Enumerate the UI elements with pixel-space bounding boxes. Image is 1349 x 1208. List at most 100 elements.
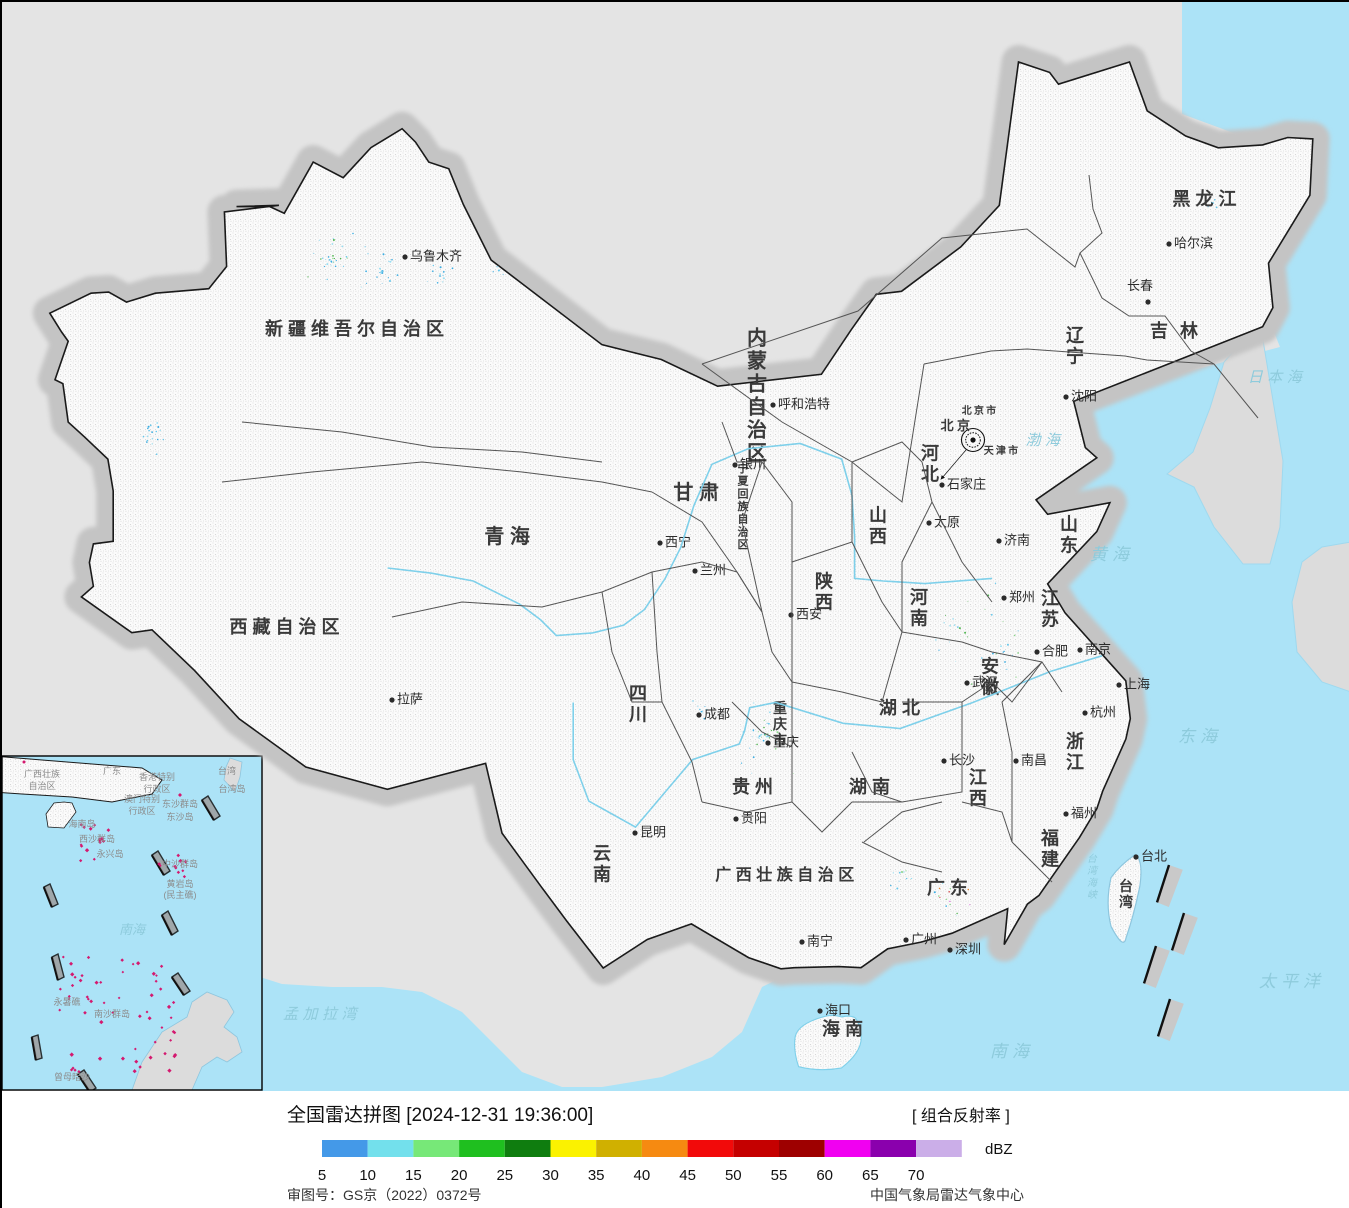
svg-text:海南: 海南: [822, 1018, 868, 1039]
svg-text:沈阳: 沈阳: [1071, 389, 1097, 404]
svg-text:70: 70: [908, 1167, 925, 1184]
svg-text:西沙群岛: 西沙群岛: [79, 833, 115, 844]
svg-text:山东: 山东: [1060, 515, 1078, 556]
svg-text:北京市: 北京市: [962, 404, 999, 417]
svg-text:吉林: 吉林: [1150, 320, 1210, 341]
svg-text:南京: 南京: [1085, 642, 1111, 657]
svg-text:福州: 福州: [1071, 806, 1097, 821]
svg-text:黄海: 黄海: [1090, 545, 1134, 564]
svg-text:湖北: 湖北: [879, 698, 925, 718]
svg-text:[ 组合反射率 ]: [ 组合反射率 ]: [912, 1107, 1010, 1125]
svg-text:乌鲁木齐: 乌鲁木齐: [410, 249, 462, 264]
svg-text:山西: 山西: [869, 506, 887, 547]
svg-text:台北: 台北: [1141, 849, 1167, 864]
svg-text:西安: 西安: [796, 607, 822, 622]
svg-text:福建: 福建: [1040, 828, 1059, 870]
svg-text:5: 5: [318, 1167, 326, 1184]
svg-text:济南: 济南: [1004, 533, 1030, 548]
svg-text:杭州: 杭州: [1090, 705, 1116, 720]
svg-text:上海: 上海: [1124, 677, 1150, 692]
svg-text:15: 15: [405, 1167, 422, 1184]
svg-text:广西壮族: 广西壮族: [24, 768, 60, 779]
svg-text:江苏: 江苏: [1041, 589, 1059, 630]
svg-text:长春: 长春: [1127, 278, 1153, 293]
svg-text:黄岩岛: 黄岩岛: [166, 878, 193, 889]
svg-text:台湾岛: 台湾岛: [218, 783, 245, 794]
svg-text:35: 35: [588, 1167, 605, 1184]
svg-text:拉萨: 拉萨: [397, 692, 423, 707]
svg-text:广东: 广东: [103, 765, 121, 776]
svg-text:东海: 东海: [1178, 727, 1222, 746]
svg-text:60: 60: [816, 1167, 833, 1184]
svg-text:东沙群岛: 东沙群岛: [162, 798, 198, 809]
svg-text:西宁: 西宁: [665, 535, 691, 550]
svg-text:台湾: 台湾: [218, 765, 236, 776]
svg-text:广州: 广州: [911, 932, 937, 947]
svg-text:昆明: 昆明: [640, 825, 666, 840]
svg-text:南宁: 南宁: [807, 934, 833, 949]
svg-text:20: 20: [451, 1167, 468, 1184]
svg-text:自治区: 自治区: [28, 780, 55, 791]
svg-text:合肥: 合肥: [1042, 644, 1068, 659]
svg-text:西藏自治区: 西藏自治区: [230, 616, 345, 637]
svg-text:55: 55: [771, 1167, 788, 1184]
svg-text:65: 65: [862, 1167, 879, 1184]
svg-text:南沙群岛: 南沙群岛: [94, 1008, 130, 1019]
svg-text:成都: 成都: [704, 707, 730, 722]
svg-text:江西: 江西: [969, 768, 987, 809]
svg-text:河南: 河南: [910, 588, 928, 629]
svg-text:40: 40: [634, 1167, 651, 1184]
svg-text:行政区: 行政区: [143, 783, 170, 794]
svg-text:黑龙江: 黑龙江: [1173, 188, 1242, 209]
svg-text:45: 45: [679, 1167, 696, 1184]
svg-text:银川: 银川: [740, 457, 766, 472]
svg-text:重庆: 重庆: [773, 735, 799, 750]
svg-text:广西壮族自治区: 广西壮族自治区: [715, 865, 859, 884]
svg-text:广东: 广东: [927, 877, 973, 898]
svg-text:新疆维吾尔自治区: 新疆维吾尔自治区: [265, 318, 449, 339]
svg-text:海南岛: 海南岛: [68, 818, 95, 829]
svg-text:50: 50: [725, 1167, 742, 1184]
svg-text:南海: 南海: [119, 922, 147, 937]
svg-text:审图号：GS京（2022）0372号: 审图号：GS京（2022）0372号: [287, 1187, 482, 1203]
svg-text:永暑礁: 永暑礁: [53, 996, 80, 1007]
svg-text:中沙群岛: 中沙群岛: [162, 858, 198, 869]
svg-text:湖南: 湖南: [849, 776, 895, 797]
svg-text:海口: 海口: [825, 1003, 851, 1018]
svg-text:浙江: 浙江: [1066, 731, 1084, 773]
svg-text:行政区: 行政区: [128, 805, 155, 816]
svg-text:30: 30: [542, 1167, 559, 1184]
svg-text:dBZ: dBZ: [985, 1141, 1013, 1158]
svg-text:辽宁: 辽宁: [1066, 326, 1085, 367]
svg-text:25: 25: [496, 1167, 513, 1184]
svg-text:石家庄: 石家庄: [947, 477, 986, 492]
svg-text:全国雷达拼图 [2024-12-31 19:36:00]: 全国雷达拼图 [2024-12-31 19:36:00]: [287, 1104, 593, 1126]
svg-text:中国气象局雷达气象中心: 中国气象局雷达气象中心: [870, 1187, 1024, 1203]
svg-text:河北: 河北: [921, 444, 939, 485]
svg-text:深圳: 深圳: [955, 942, 981, 957]
svg-text:孟加拉湾: 孟加拉湾: [283, 1006, 361, 1023]
svg-text:永兴岛: 永兴岛: [96, 848, 123, 859]
svg-text:南昌: 南昌: [1021, 753, 1047, 768]
svg-text:日本海: 日本海: [1248, 369, 1307, 386]
svg-text:青海: 青海: [484, 524, 535, 548]
svg-text:四川: 四川: [628, 684, 647, 725]
svg-text:10: 10: [359, 1167, 376, 1184]
svg-text:贵阳: 贵阳: [741, 811, 767, 826]
svg-text:太原: 太原: [934, 515, 960, 530]
svg-text:太平洋: 太平洋: [1259, 972, 1325, 991]
svg-text:天津市: 天津市: [984, 444, 1021, 457]
svg-text:北京: 北京: [941, 418, 974, 433]
svg-text:(民主礁): (民主礁): [164, 889, 197, 900]
svg-text:哈尔滨: 哈尔滨: [1174, 236, 1213, 251]
svg-text:郑州: 郑州: [1009, 590, 1035, 605]
svg-text:东沙岛: 东沙岛: [166, 811, 193, 822]
svg-text:渤海: 渤海: [1025, 432, 1064, 449]
svg-text:内蒙古自治区: 内蒙古自治区: [747, 326, 767, 465]
svg-text:贵州: 贵州: [732, 777, 778, 797]
svg-text:南海: 南海: [990, 1042, 1034, 1061]
svg-text:呼和浩特: 呼和浩特: [778, 397, 830, 412]
svg-text:台湾: 台湾: [1119, 878, 1133, 910]
svg-text:香港特别: 香港特别: [139, 771, 175, 782]
svg-text:澳门特别: 澳门特别: [124, 793, 160, 804]
